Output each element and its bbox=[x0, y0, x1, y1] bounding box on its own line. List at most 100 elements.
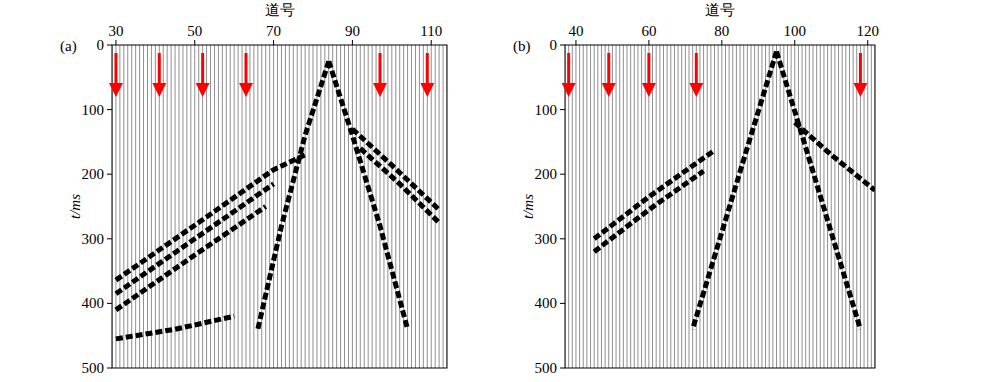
arrow bbox=[196, 53, 210, 97]
y-tick bbox=[560, 45, 565, 46]
y-tick bbox=[107, 109, 112, 110]
trace-line bbox=[368, 45, 369, 368]
trace-line bbox=[583, 45, 584, 368]
arrow bbox=[109, 53, 123, 97]
y-tick-label: 100 bbox=[82, 102, 105, 118]
x-tick bbox=[194, 40, 195, 45]
trace-line bbox=[816, 45, 817, 368]
y-tick-label: 200 bbox=[535, 166, 558, 182]
event bbox=[116, 155, 305, 280]
trace-line bbox=[167, 45, 168, 368]
arrow-shaft bbox=[647, 53, 650, 87]
trace-line bbox=[809, 45, 810, 368]
panel-label: (b) bbox=[513, 38, 531, 55]
y-tick bbox=[560, 174, 565, 175]
frame bbox=[112, 45, 447, 368]
trace-line bbox=[794, 45, 795, 368]
trace-line bbox=[597, 45, 598, 368]
x-tick-label: 80 bbox=[714, 23, 729, 39]
trace-line bbox=[348, 45, 349, 368]
x-tick-label: 100 bbox=[784, 23, 807, 39]
trace-line bbox=[732, 45, 733, 368]
trace-line bbox=[659, 45, 660, 368]
trace-line bbox=[305, 45, 306, 368]
arrow bbox=[853, 53, 867, 97]
trace-line bbox=[725, 45, 726, 368]
y-tick-label: 500 bbox=[535, 360, 558, 376]
event bbox=[258, 61, 329, 329]
trace-line bbox=[186, 45, 187, 368]
y-tick-label: 300 bbox=[82, 231, 105, 247]
trace-line bbox=[301, 45, 302, 368]
trace-line bbox=[681, 45, 682, 368]
arrow-head bbox=[562, 83, 576, 97]
trace-line bbox=[838, 45, 839, 368]
arrow-head bbox=[602, 83, 616, 97]
arrow bbox=[420, 53, 434, 97]
trace-line bbox=[309, 45, 310, 368]
trace-line bbox=[856, 45, 857, 368]
trace-line bbox=[415, 45, 416, 368]
trace-line bbox=[776, 45, 777, 368]
x-tick-label: 50 bbox=[187, 23, 202, 39]
x-tick-label: 110 bbox=[420, 23, 442, 39]
trace-line bbox=[135, 45, 136, 368]
trace-line bbox=[663, 45, 664, 368]
trace-line bbox=[360, 45, 361, 368]
arrow-head bbox=[152, 83, 166, 97]
trace-line bbox=[718, 45, 719, 368]
trace-line bbox=[190, 45, 191, 368]
panel: 30507090110道号0100200300400500t/ms(a) bbox=[60, 2, 447, 376]
trace-line bbox=[411, 45, 412, 368]
y-tick-label: 0 bbox=[97, 37, 105, 53]
y-axis-title: t/ms bbox=[520, 194, 536, 219]
trace-line bbox=[820, 45, 821, 368]
trace-line bbox=[297, 45, 298, 368]
arrow bbox=[602, 53, 616, 97]
x-tick-label: 40 bbox=[568, 23, 583, 39]
trace-line bbox=[281, 45, 282, 368]
event bbox=[594, 150, 714, 239]
trace-line bbox=[864, 45, 865, 368]
arrow-shaft bbox=[695, 53, 698, 87]
panel-label: (a) bbox=[60, 38, 77, 55]
trace-line bbox=[798, 45, 799, 368]
trace-line bbox=[849, 45, 850, 368]
x-tick-label: 90 bbox=[345, 23, 360, 39]
y-tick-label: 400 bbox=[82, 295, 105, 311]
event bbox=[329, 61, 408, 329]
trace-line bbox=[707, 45, 708, 368]
arrow-shaft bbox=[201, 53, 204, 87]
trace-line bbox=[751, 45, 752, 368]
arrow-head bbox=[689, 83, 703, 97]
x-tick bbox=[273, 40, 274, 45]
trace-line bbox=[123, 45, 124, 368]
trace-line bbox=[269, 45, 270, 368]
arrow-head bbox=[642, 83, 656, 97]
trace-line bbox=[853, 45, 854, 368]
arrow bbox=[689, 53, 703, 97]
trace-line bbox=[645, 45, 646, 368]
trace-line bbox=[273, 45, 274, 368]
x-tick bbox=[867, 40, 868, 45]
arrow-shaft bbox=[158, 53, 161, 87]
y-tick bbox=[560, 368, 565, 369]
trace-line bbox=[572, 45, 573, 368]
y-tick bbox=[107, 368, 112, 369]
y-tick-label: 100 bbox=[535, 102, 558, 118]
y-tick bbox=[560, 109, 565, 110]
arrow-shaft bbox=[114, 53, 117, 87]
y-tick-label: 500 bbox=[82, 360, 105, 376]
trace-line bbox=[714, 45, 715, 368]
trace-line bbox=[736, 45, 737, 368]
y-tick-label: 300 bbox=[535, 231, 558, 247]
x-tick bbox=[352, 40, 353, 45]
trace-line bbox=[171, 45, 172, 368]
trace-line bbox=[344, 45, 345, 368]
trace-line bbox=[594, 45, 595, 368]
trace-line bbox=[802, 45, 803, 368]
trace-line bbox=[575, 45, 576, 368]
arrow-head bbox=[109, 83, 123, 97]
trace-line bbox=[391, 45, 392, 368]
trace-line bbox=[163, 45, 164, 368]
